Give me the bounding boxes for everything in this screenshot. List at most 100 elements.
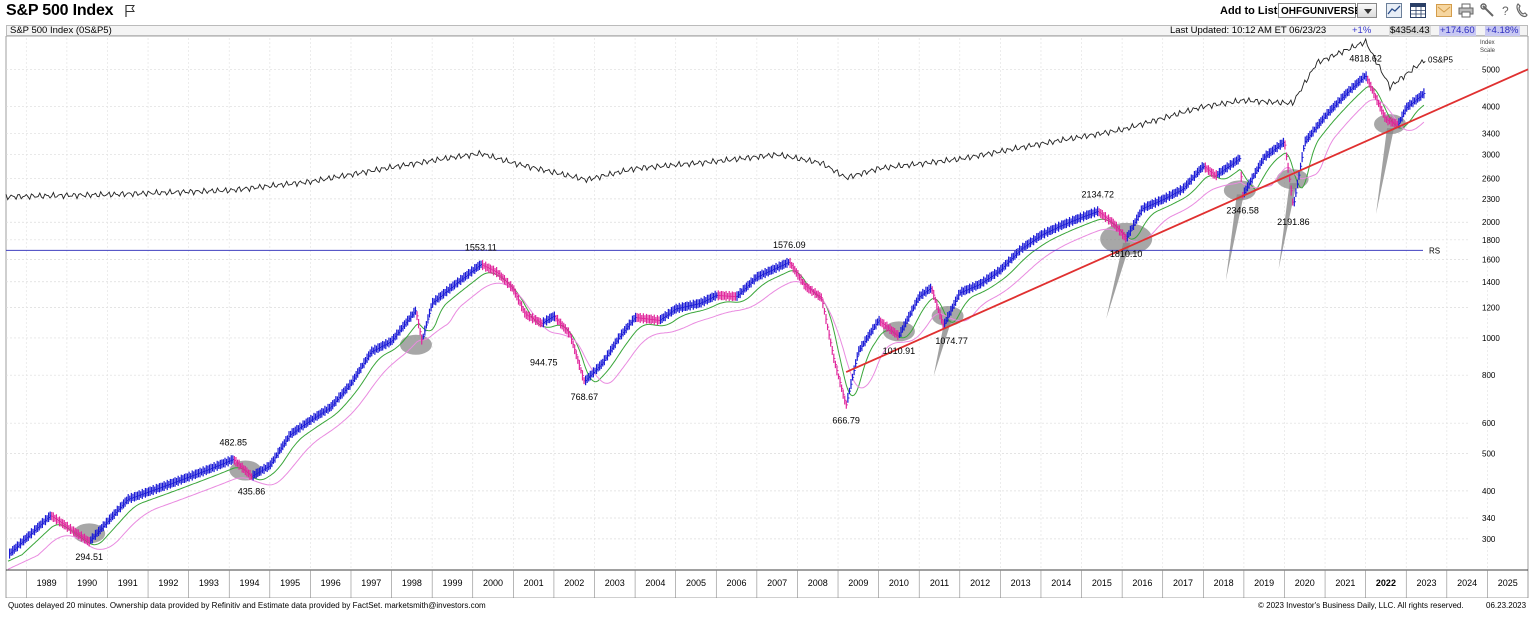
x-tick-label: 2021 [1335,578,1355,588]
rs-line [5,37,1426,201]
x-tick-label: 2005 [686,578,706,588]
x-tick-label: 2016 [1132,578,1152,588]
print-icon[interactable] [1458,3,1474,18]
x-tick-label: 2012 [970,578,990,588]
y-tick-label: 340 [1482,514,1496,523]
info-bar: S&P 500 Index (0S&P5) Last Updated: 10:1… [6,25,1528,36]
x-tick-label: 1995 [280,578,300,588]
footer-disclaimer: Quotes delayed 20 minutes. Ownership dat… [8,601,486,610]
x-tick-label: 1996 [321,578,341,588]
x-tick-label: 1997 [361,578,381,588]
price-annotation: 1553.11 [465,242,497,252]
x-tick-label: 1990 [77,578,97,588]
trendline-group [845,68,1529,373]
pointer-wedge [1225,194,1244,281]
y-tick-label: 400 [1482,487,1496,496]
x-tick-label: 2003 [605,578,625,588]
add-to-list-label: Add to List: [1220,5,1282,17]
symbol-name: S&P 500 Index (0S&P5) [10,25,112,36]
grid-icon[interactable] [1410,3,1426,18]
x-axis: 1989 1990 1991 1992 1993 1994 1995 1996 1997 1998… [6,569,1528,598]
x-tick-label: 2007 [767,578,787,588]
price-annotation: 1074.77 [935,336,968,346]
x-tick-label: 2019 [1254,578,1274,588]
footer-copyright: © 2023 Investor's Business Daily, LLC. A… [1258,601,1464,610]
pct-change: +4.18% [1485,25,1520,36]
y-tick-label: 600 [1482,419,1496,428]
x-tick-label: 1999 [442,578,462,588]
x-tick-label: 2022 [1376,578,1396,588]
pointer-wedge [1376,128,1395,215]
page-title: S&P 500 Index [6,2,114,19]
x-tick-label: 2017 [1173,578,1193,588]
y-tick-label: 1200 [1482,303,1500,312]
list-select[interactable]: OHFGUNIVERSE [1278,3,1361,18]
pointer-wedge [1278,183,1297,270]
highlight-oval [399,334,432,355]
wrench-icon[interactable] [1480,3,1496,18]
price-annotation: 4818.62 [1349,53,1382,63]
x-tick-label: 2004 [645,578,665,588]
price-annotation: 2191.86 [1277,217,1310,227]
pointer-wedge [933,320,952,377]
x-tick-label: 1994 [240,578,260,588]
price-chart[interactable]: 300 340 400 500 600 800 1000 1200 1400 1600 1800 20… [0,36,1536,598]
help-icon[interactable]: ? [1500,3,1512,18]
net-change: +174.60 [1439,25,1476,36]
price-annotation: 294.51 [75,552,103,562]
flag-icon[interactable] [124,4,136,18]
rs-label: RS [1429,246,1440,255]
x-tick-label: 2001 [524,578,544,588]
y-axis: 300 340 400 500 600 800 1000 1200 1400 1600 1800 20… [1480,40,1500,544]
y-tick-label: 3000 [1482,151,1500,160]
price-annotation: 944.75 [530,357,558,367]
y-scale-title: Index [1480,40,1495,46]
x-tick-label: 2018 [1214,578,1234,588]
y-tick-label: 1400 [1482,278,1500,287]
y-scale-title: Scale [1480,48,1496,54]
y-tick-label: 2600 [1482,174,1500,183]
price-symbol-label: 0S&P5 [1428,56,1453,65]
trendline [845,68,1529,373]
price-annotation: 768.67 [571,392,599,402]
price-annotation: 1010.91 [883,346,916,356]
x-tick-label: 2025 [1498,578,1518,588]
phone-icon[interactable] [1515,3,1529,18]
chart-icon[interactable] [1386,3,1402,18]
x-tick-label: 2010 [889,578,909,588]
svg-text:?: ? [1502,4,1509,18]
chevron-down-icon[interactable] [1357,3,1377,18]
last-updated: Last Updated: 10:12 AM ET 06/23/23 [1170,25,1327,36]
grid [5,36,1529,598]
x-tick-label: 2023 [1417,578,1437,588]
y-tick-label: 2000 [1482,218,1500,227]
x-tick-label: 2009 [848,578,868,588]
header-bar: S&P 500 Index Add to List: OHFGUNIVERSE … [0,0,1536,24]
folder-icon[interactable] [1436,3,1452,18]
highlight-oval [882,321,915,342]
price-annotation: 435.86 [238,487,266,497]
y-tick-label: 4000 [1482,103,1500,112]
rs-line-group: RS 0S&P5 [5,37,1453,255]
last-price: $4354.43 [1389,25,1431,36]
price-annotation: 2134.72 [1082,189,1115,199]
x-tick-label: 1991 [118,578,138,588]
x-tick-label: 2000 [483,578,503,588]
x-tick-label: 2020 [1295,578,1315,588]
x-tick-label: 1992 [158,578,178,588]
x-tick-label: 2015 [1092,578,1112,588]
plot-frame [5,36,1529,598]
price-annotation: 1576.09 [773,240,806,250]
footer-date: 06.23.2023 [1486,601,1527,610]
y-tick-label: 1600 [1482,255,1500,264]
ma-slow-line [7,99,1425,570]
price-annotation: 482.85 [220,437,248,447]
x-tick-label: 1989 [37,578,57,588]
y-tick-label: 2300 [1482,195,1500,204]
price-annotation: 1810.10 [1110,249,1143,259]
y-tick-label: 1800 [1482,236,1500,245]
y-tick-label: 5000 [1482,65,1500,74]
x-tick-label: 2011 [930,578,949,588]
y-tick-label: 800 [1482,371,1496,380]
x-tick-label: 1993 [199,578,219,588]
